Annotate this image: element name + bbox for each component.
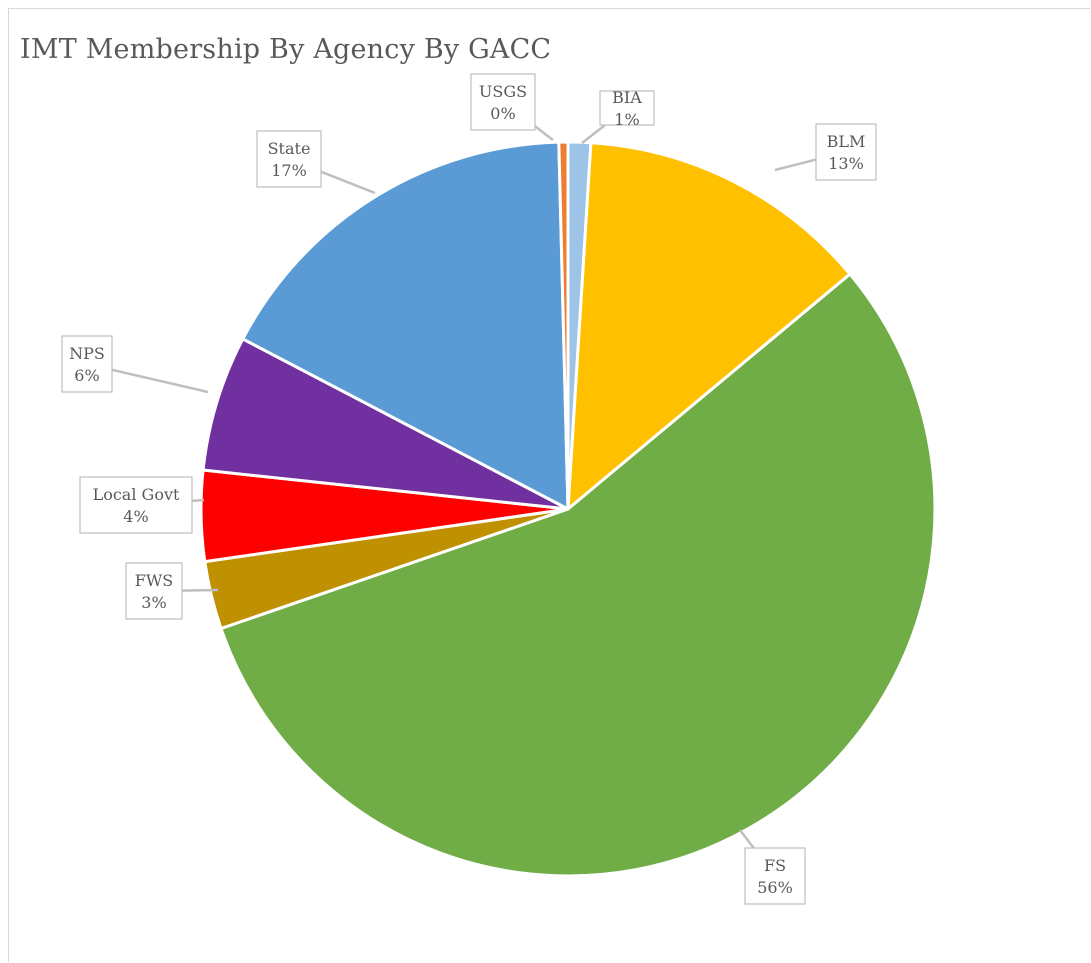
label-category: NPS [69, 344, 105, 363]
leader-line [320, 170, 376, 195]
leader-line [191, 498, 205, 503]
label-category: State [268, 139, 311, 158]
label-percent: 3% [141, 593, 166, 612]
label-category: FS [764, 856, 786, 875]
data-label-usgs: USGS 0% [470, 73, 554, 141]
chart-frame [8, 8, 1090, 962]
label-category: BIA [612, 88, 642, 107]
leader-line [739, 829, 755, 849]
label-box [815, 123, 877, 181]
label-box [256, 130, 322, 188]
label-box [744, 847, 806, 905]
label-box [79, 476, 193, 534]
label-box [125, 562, 183, 620]
label-percent: 4% [123, 507, 148, 526]
data-label-local-govt: Local Govt 4% [79, 476, 205, 534]
pie-slice-blm [566, 141, 852, 511]
leader-line [581, 124, 606, 144]
data-label-fws: FWS 3% [125, 562, 219, 620]
label-percent: 0% [490, 104, 515, 123]
label-percent: 13% [828, 154, 864, 173]
leader-line [181, 588, 219, 592]
label-category: USGS [479, 82, 527, 101]
leader-line [774, 158, 817, 172]
pie-slice-state [241, 140, 570, 511]
label-box [61, 335, 113, 393]
chart-title: IMT Membership By Agency By GACC [20, 34, 552, 65]
label-percent: 1% [614, 110, 639, 129]
data-label-state: State 17% [256, 130, 376, 195]
data-label-blm: BLM 13% [774, 123, 877, 181]
label-percent: 56% [757, 878, 793, 897]
pie-slice-usgs [557, 140, 570, 511]
pie-slice-nps [201, 337, 570, 511]
label-category: BLM [827, 132, 866, 151]
label-percent: 6% [74, 366, 99, 385]
leader-line [534, 125, 554, 141]
label-box [599, 90, 655, 126]
data-label-fs: FS 56% [739, 829, 806, 905]
leader-line [111, 368, 209, 394]
label-category: Local Govt [93, 485, 180, 504]
data-label-nps: NPS 6% [61, 335, 209, 394]
label-percent: 17% [271, 161, 307, 180]
pie-slice-fs [219, 272, 937, 878]
label-category: FWS [135, 571, 174, 590]
label-box [470, 73, 536, 131]
data-label-bia: BIA 1% [581, 88, 655, 144]
